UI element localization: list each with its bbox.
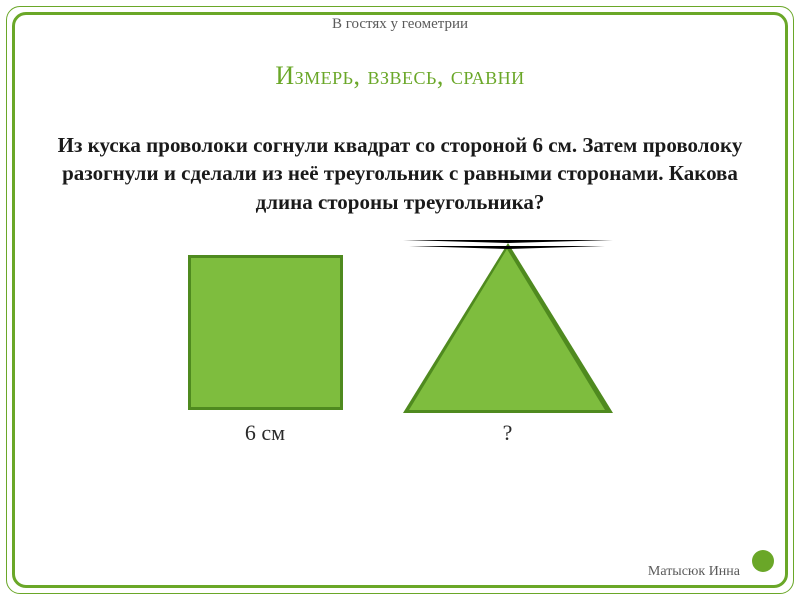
triangle-fill <box>409 246 605 410</box>
slide-title: Измерь, взвесь, сравни <box>24 61 776 91</box>
slide-header: В гостях у геометрии <box>24 16 776 33</box>
content-area: В гостях у геометрии Измерь, взвесь, сра… <box>24 12 776 588</box>
triangle-column: ? <box>403 240 613 446</box>
triangle-label: ? <box>503 420 513 446</box>
shapes-row: 6 см ? <box>24 240 776 446</box>
square-shape <box>188 255 343 410</box>
square-column: 6 см <box>188 255 343 446</box>
triangle-shape <box>403 240 613 410</box>
square-label: 6 см <box>245 420 285 446</box>
corner-dot-icon <box>752 550 774 572</box>
slide-root: В гостях у геометрии Измерь, взвесь, сра… <box>0 0 800 600</box>
problem-text: Из куска проволоки согнули квадрат со ст… <box>54 131 746 216</box>
author-text: Матысюк Инна <box>648 564 740 580</box>
